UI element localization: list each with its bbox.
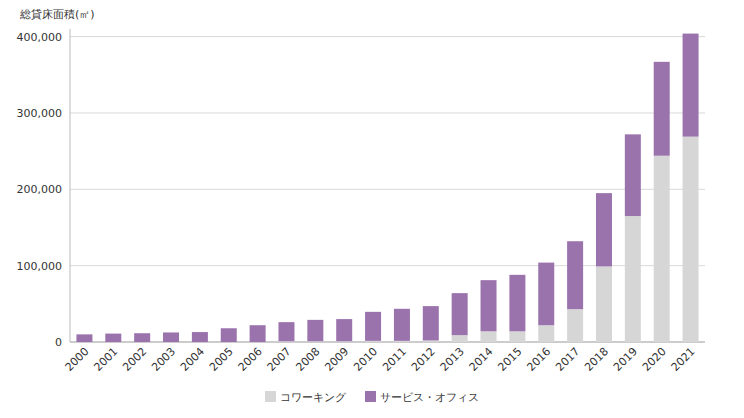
legend-swatch (265, 391, 276, 402)
bar-segment (654, 62, 670, 156)
bar-segment (250, 325, 266, 342)
x-tick-label: 2002 (120, 345, 149, 374)
bar-segment (76, 334, 92, 342)
x-tick-label: 2014 (467, 345, 496, 374)
bar-segment (683, 137, 699, 342)
x-tick-label: 2007 (265, 345, 294, 374)
y-tick-label: 200,000 (17, 183, 63, 196)
bar-segment (336, 319, 352, 341)
bar-segment (192, 332, 208, 342)
bar-segment (625, 134, 641, 216)
y-tick-label: 300,000 (17, 107, 63, 120)
bar-segment (365, 341, 381, 342)
x-tick-label: 2012 (409, 345, 438, 374)
bar-segment (221, 328, 237, 342)
bar-segment (394, 341, 410, 342)
y-tick-label: 400,000 (17, 31, 63, 44)
x-tick-label: 2005 (207, 345, 236, 374)
bar-segment (625, 216, 641, 342)
x-tick-label: 2000 (63, 345, 92, 374)
grid-line (70, 112, 705, 113)
x-tick-label: 2015 (496, 345, 525, 374)
bar-segment (163, 332, 179, 342)
bar-segment (134, 333, 150, 342)
x-tick-label: 2006 (236, 345, 265, 374)
bar-segment (423, 340, 439, 342)
legend-swatch (365, 391, 376, 402)
bar-segment (596, 266, 612, 342)
bar-segment (567, 309, 583, 342)
bar-segment (538, 325, 554, 342)
chart: 総貸床面積(㎡) 0 100,000 200,000 300,000 400,000 200… (0, 0, 744, 418)
x-tick-label: 2021 (669, 345, 698, 374)
x-tick-label: 2018 (582, 345, 611, 374)
x-tick-label: 2001 (91, 345, 120, 374)
bar-segment (307, 320, 323, 341)
x-tick-label: 2010 (351, 345, 380, 374)
y-tick-label: 100,000 (17, 260, 63, 273)
x-tick-label: 2020 (640, 345, 669, 374)
bar-segment (538, 263, 554, 326)
x-tick-label: 2009 (322, 345, 351, 374)
bar-segment (654, 156, 670, 342)
x-tick-label: 2004 (178, 345, 207, 374)
legend-label: サービス・オフィス (380, 391, 479, 404)
bar-segment (365, 312, 381, 341)
x-tick-label: 2017 (553, 345, 582, 374)
bar-segment (278, 322, 294, 341)
bar-segment (596, 193, 612, 266)
bar-segment (452, 293, 468, 335)
x-tick-label: 2003 (149, 345, 178, 374)
bar-segment (452, 335, 468, 342)
grid-line (70, 189, 705, 190)
x-tick-label: 2019 (611, 345, 640, 374)
x-tick-label: 2008 (293, 345, 322, 374)
x-tick-label: 2011 (380, 345, 409, 374)
y-axis-line (70, 29, 71, 342)
bar-segment (481, 331, 497, 342)
bar-segment (683, 34, 699, 137)
x-tick-label: 2016 (524, 345, 553, 374)
bar-segment (105, 334, 121, 342)
bar-segment (509, 275, 525, 331)
bar-segment (394, 309, 410, 341)
y-axis-title: 総貸床面積(㎡) (19, 8, 95, 21)
bar-segment (509, 331, 525, 342)
bars (76, 34, 698, 342)
legend-label: コワーキング (280, 391, 347, 404)
y-tick-label: 0 (55, 336, 62, 349)
bar-segment (567, 241, 583, 309)
grid-line (70, 36, 705, 37)
x-tick-label: 2013 (438, 345, 467, 374)
bar-segment (481, 280, 497, 331)
bar-segment (423, 306, 439, 340)
